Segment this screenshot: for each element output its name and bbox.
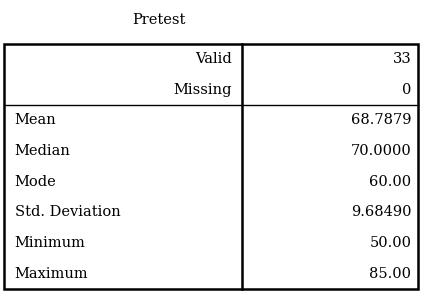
Text: 60.00: 60.00	[369, 175, 411, 189]
Text: Maximum: Maximum	[15, 267, 88, 281]
Text: Median: Median	[15, 144, 70, 158]
Text: 68.7879: 68.7879	[351, 114, 411, 127]
Text: Valid: Valid	[195, 52, 231, 66]
Text: Minimum: Minimum	[15, 236, 86, 250]
Text: Pretest: Pretest	[132, 13, 186, 27]
Text: Std. Deviation: Std. Deviation	[15, 206, 121, 219]
Bar	[4, 44, 418, 289]
Text: 85.00: 85.00	[369, 267, 411, 281]
Text: Missing: Missing	[173, 83, 231, 97]
Text: 9.68490: 9.68490	[351, 206, 411, 219]
Text: 50.00: 50.00	[369, 236, 411, 250]
Text: 33: 33	[393, 52, 411, 66]
Text: 0: 0	[402, 83, 411, 97]
Text: Mean: Mean	[15, 114, 57, 127]
Text: Mode: Mode	[15, 175, 57, 189]
Text: 70.0000: 70.0000	[351, 144, 411, 158]
